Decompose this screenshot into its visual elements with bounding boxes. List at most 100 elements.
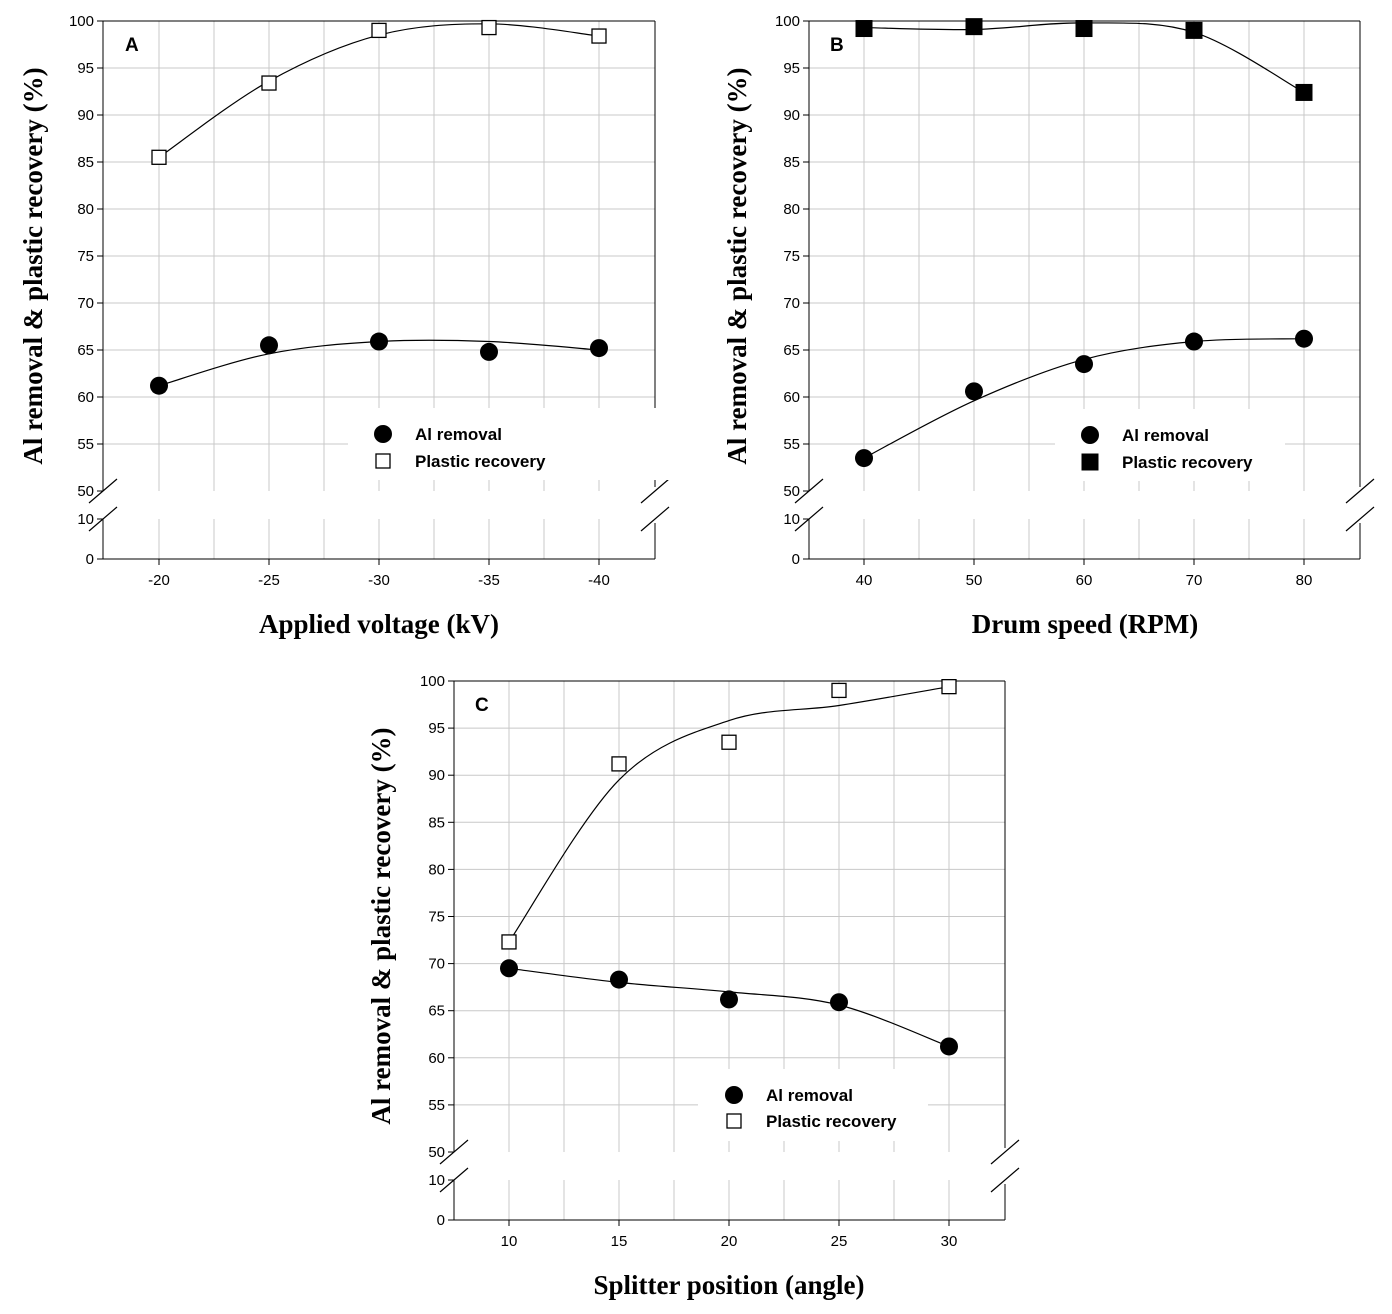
legend-marker — [375, 453, 391, 469]
panel-label: C — [475, 695, 489, 716]
y-axis-label: Al removal & plastic recovery (%) — [722, 67, 752, 464]
y-tick-label: 10 — [428, 1172, 445, 1189]
legend-label: Al removal — [415, 425, 502, 444]
panel-label: B — [830, 35, 844, 56]
data-point — [500, 959, 518, 978]
data-point — [940, 1037, 958, 1056]
x-tick-label: 10 — [501, 1233, 518, 1250]
series-al-removal — [855, 329, 1313, 468]
axis-break-mark — [1345, 478, 1375, 504]
data-point — [830, 993, 848, 1012]
legend-marker — [1081, 453, 1099, 471]
x-tick-label: 25 — [831, 1233, 848, 1250]
legend-marker — [725, 1086, 743, 1104]
legend-label: Plastic recovery — [1122, 453, 1253, 472]
data-point — [610, 970, 628, 989]
y-tick-label: 55 — [77, 436, 94, 453]
y-tick-label: 50 — [783, 483, 800, 500]
y-tick-label: 10 — [77, 511, 94, 528]
y-tick-label: 0 — [86, 551, 94, 568]
y-tick-label: 100 — [775, 13, 800, 30]
y-tick-label: 75 — [783, 248, 800, 265]
data-point — [855, 20, 873, 38]
data-point — [831, 682, 847, 699]
y-tick-label: 65 — [783, 342, 800, 359]
y-tick-label: 75 — [77, 248, 94, 265]
series-plastic-recovery — [855, 18, 1313, 101]
data-point — [965, 382, 983, 401]
y-tick-label: 90 — [428, 767, 445, 784]
data-point — [150, 376, 168, 395]
panel-c: 50 55 60 65 70 75 80 85 90 95 100 0 10 10 15 20 25 30 C Spl… — [366, 673, 1020, 1300]
x-tick-label: 50 — [966, 572, 983, 589]
x-tick-label: 70 — [1186, 572, 1203, 589]
series-al-removal — [500, 959, 958, 1056]
series-plastic-recovery — [501, 679, 957, 950]
data-point — [501, 934, 517, 950]
data-point — [481, 19, 497, 36]
y-tick-label: 65 — [77, 342, 94, 359]
legend-label: Plastic recovery — [415, 452, 546, 471]
panel-b: 50 55 60 65 70 75 80 85 90 95 100 0 10 40 50 60 70 80 B Dru… — [722, 13, 1375, 639]
series-plastic-recovery — [151, 19, 607, 165]
data-point — [261, 75, 277, 91]
data-point — [370, 332, 388, 351]
data-point — [855, 449, 873, 468]
y-tick-label: 60 — [77, 389, 94, 406]
x-tick-label: -25 — [258, 572, 280, 589]
y-tick-label: 55 — [428, 1097, 445, 1114]
x-tick-label: 30 — [941, 1233, 958, 1250]
x-tick-label: 15 — [611, 1233, 628, 1250]
y-axis-label: Al removal & plastic recovery (%) — [366, 727, 396, 1124]
axis-break-mark — [640, 478, 670, 504]
y-tick-label: 10 — [783, 511, 800, 528]
legend-marker — [726, 1113, 742, 1129]
legend-background — [698, 1069, 928, 1141]
y-tick-label: 70 — [428, 956, 445, 973]
y-tick-label: 70 — [77, 295, 94, 312]
x-tick-label: -40 — [588, 572, 610, 589]
data-point — [260, 336, 278, 355]
data-point — [371, 22, 387, 39]
legend-label: Al removal — [1122, 426, 1209, 445]
x-tick-label: 60 — [1076, 572, 1093, 589]
data-point — [151, 149, 167, 165]
data-point — [1075, 20, 1093, 38]
data-point — [941, 679, 957, 695]
legend-marker — [374, 425, 392, 443]
y-tick-label: 80 — [783, 201, 800, 218]
y-tick-label: 50 — [77, 483, 94, 500]
data-point — [590, 339, 608, 358]
data-point — [611, 756, 627, 772]
y-tick-label: 80 — [77, 201, 94, 218]
legend-label: Al removal — [766, 1086, 853, 1105]
y-tick-label: 65 — [428, 1003, 445, 1020]
y-tick-label: 100 — [420, 673, 445, 690]
y-axis-label: Al removal & plastic recovery (%) — [18, 67, 48, 464]
legend-marker — [1081, 426, 1099, 444]
plot-frame — [439, 680, 1020, 1226]
y-tick-label: 75 — [428, 909, 445, 926]
fit-curve — [508, 686, 950, 943]
y-tick-label: 85 — [783, 154, 800, 171]
y-tick-label: 95 — [428, 720, 445, 737]
axis-break-mark — [990, 1167, 1020, 1193]
legend: Al removal Plastic recovery — [725, 1086, 897, 1131]
x-tick-label: 40 — [856, 572, 873, 589]
axis-break-mark — [990, 1139, 1020, 1165]
x-tick-label: -20 — [148, 572, 170, 589]
x-axis-label: Applied voltage (kV) — [259, 609, 499, 639]
y-tick-label: 95 — [783, 60, 800, 77]
legend-label: Plastic recovery — [766, 1112, 897, 1131]
y-tick-label: 95 — [77, 60, 94, 77]
panel-label: A — [125, 35, 139, 56]
grid-lines — [809, 21, 1360, 559]
y-tick-label: 80 — [428, 861, 445, 878]
y-tick-label: 70 — [783, 295, 800, 312]
axis-break-mark — [640, 506, 670, 532]
y-tick-label: 0 — [792, 551, 800, 568]
y-tick-label: 90 — [77, 107, 94, 124]
x-axis-label: Drum speed (RPM) — [972, 609, 1198, 639]
series-al-removal — [150, 332, 608, 395]
